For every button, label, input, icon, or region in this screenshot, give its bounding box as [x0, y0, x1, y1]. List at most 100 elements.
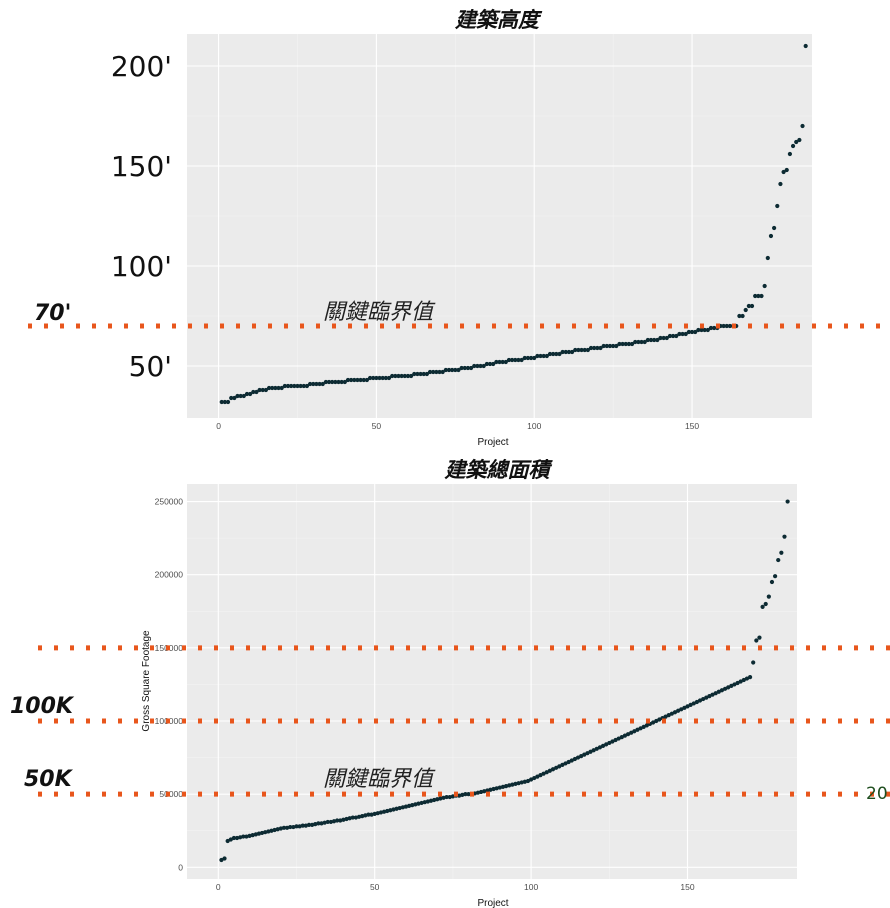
- data-point: [447, 794, 452, 800]
- data-point: [229, 395, 234, 401]
- data-point: [753, 293, 758, 299]
- data-point: [691, 701, 696, 706]
- data-point: [638, 726, 643, 731]
- data-point: [676, 708, 681, 713]
- data-point: [478, 789, 484, 795]
- data-point: [352, 377, 357, 383]
- data-point: [679, 707, 684, 712]
- data-point: [344, 816, 349, 822]
- data-point: [727, 323, 733, 329]
- data-point: [699, 327, 704, 333]
- data-point: [374, 375, 379, 381]
- data-point: [516, 781, 521, 786]
- data-point: [424, 371, 429, 377]
- data-point: [522, 355, 527, 361]
- data-point: [661, 335, 666, 341]
- data-point: [438, 796, 443, 801]
- data-point: [428, 798, 434, 803]
- data-point: [794, 139, 799, 145]
- data-point: [525, 355, 531, 361]
- data-point: [466, 792, 471, 797]
- data-point: [686, 329, 691, 335]
- data-point: [247, 833, 252, 838]
- data-point: [713, 691, 718, 696]
- data-point: [257, 387, 262, 393]
- data-point: [301, 383, 306, 389]
- data-point: [712, 325, 717, 331]
- data-point: [601, 343, 606, 349]
- data-point: [625, 732, 631, 737]
- data-point: [481, 363, 486, 369]
- data-point: [341, 817, 346, 822]
- data-point: [547, 768, 552, 773]
- data-point: [652, 337, 657, 343]
- data-point: [350, 815, 355, 820]
- data-point: [765, 255, 770, 261]
- area-chart: 建築總面積 0501001500500001000001500002000002…: [141, 458, 797, 908]
- data-point: [251, 389, 256, 395]
- data-point: [386, 375, 392, 381]
- data-point: [456, 367, 461, 373]
- data-point: [491, 361, 496, 367]
- area-plot-panel: [187, 484, 797, 879]
- data-point: [228, 837, 233, 842]
- data-point: [494, 786, 499, 791]
- data-point: [513, 357, 518, 363]
- data-point: [716, 689, 721, 694]
- data-point: [560, 349, 565, 355]
- data-point: [250, 833, 255, 838]
- x-tick-label: 100: [524, 882, 538, 892]
- data-point: [554, 351, 559, 357]
- data-point: [674, 333, 679, 339]
- data-point: [353, 815, 359, 820]
- data-point: [604, 742, 609, 747]
- data-point: [778, 181, 783, 187]
- data-point: [507, 783, 512, 788]
- data-point: [685, 704, 690, 709]
- data-point: [263, 387, 269, 393]
- data-point: [551, 351, 556, 357]
- y-tick-label: 50000: [159, 789, 183, 799]
- data-point: [525, 778, 531, 784]
- data-point: [591, 748, 596, 753]
- data-point: [636, 339, 641, 345]
- data-point: [541, 353, 546, 359]
- data-point: [303, 823, 308, 828]
- data-point: [361, 377, 366, 383]
- data-point: [311, 381, 316, 387]
- data-point: [710, 692, 715, 697]
- y-tick-label: 200': [111, 50, 172, 83]
- data-point: [338, 818, 343, 823]
- data-point: [669, 711, 674, 716]
- data-point: [644, 723, 649, 728]
- data-point: [769, 579, 775, 585]
- data-point: [235, 393, 240, 399]
- height-threshold-annotation: 關鍵臨界值: [323, 300, 436, 325]
- data-point: [585, 347, 590, 353]
- data-point: [576, 347, 581, 353]
- threshold-label-70: 70': [34, 301, 71, 326]
- data-point: [391, 807, 396, 812]
- data-point: [421, 371, 426, 377]
- data-point: [688, 702, 693, 708]
- data-point: [427, 369, 433, 375]
- data-point: [285, 825, 290, 830]
- data-point: [598, 345, 603, 351]
- data-point: [434, 369, 439, 375]
- data-point: [572, 756, 577, 762]
- data-point: [754, 638, 759, 643]
- data-point: [532, 775, 537, 781]
- data-point: [244, 834, 249, 839]
- data-point: [320, 381, 325, 387]
- data-point: [680, 331, 685, 337]
- data-point: [270, 385, 275, 391]
- data-point: [682, 705, 687, 710]
- data-point: [749, 303, 755, 309]
- data-point: [349, 377, 354, 383]
- data-point: [547, 351, 553, 357]
- data-point: [415, 371, 420, 377]
- data-point: [457, 793, 462, 798]
- area-threshold-annotation: 關鍵臨界值: [323, 767, 436, 792]
- data-point: [738, 679, 743, 684]
- data-point: [803, 43, 808, 49]
